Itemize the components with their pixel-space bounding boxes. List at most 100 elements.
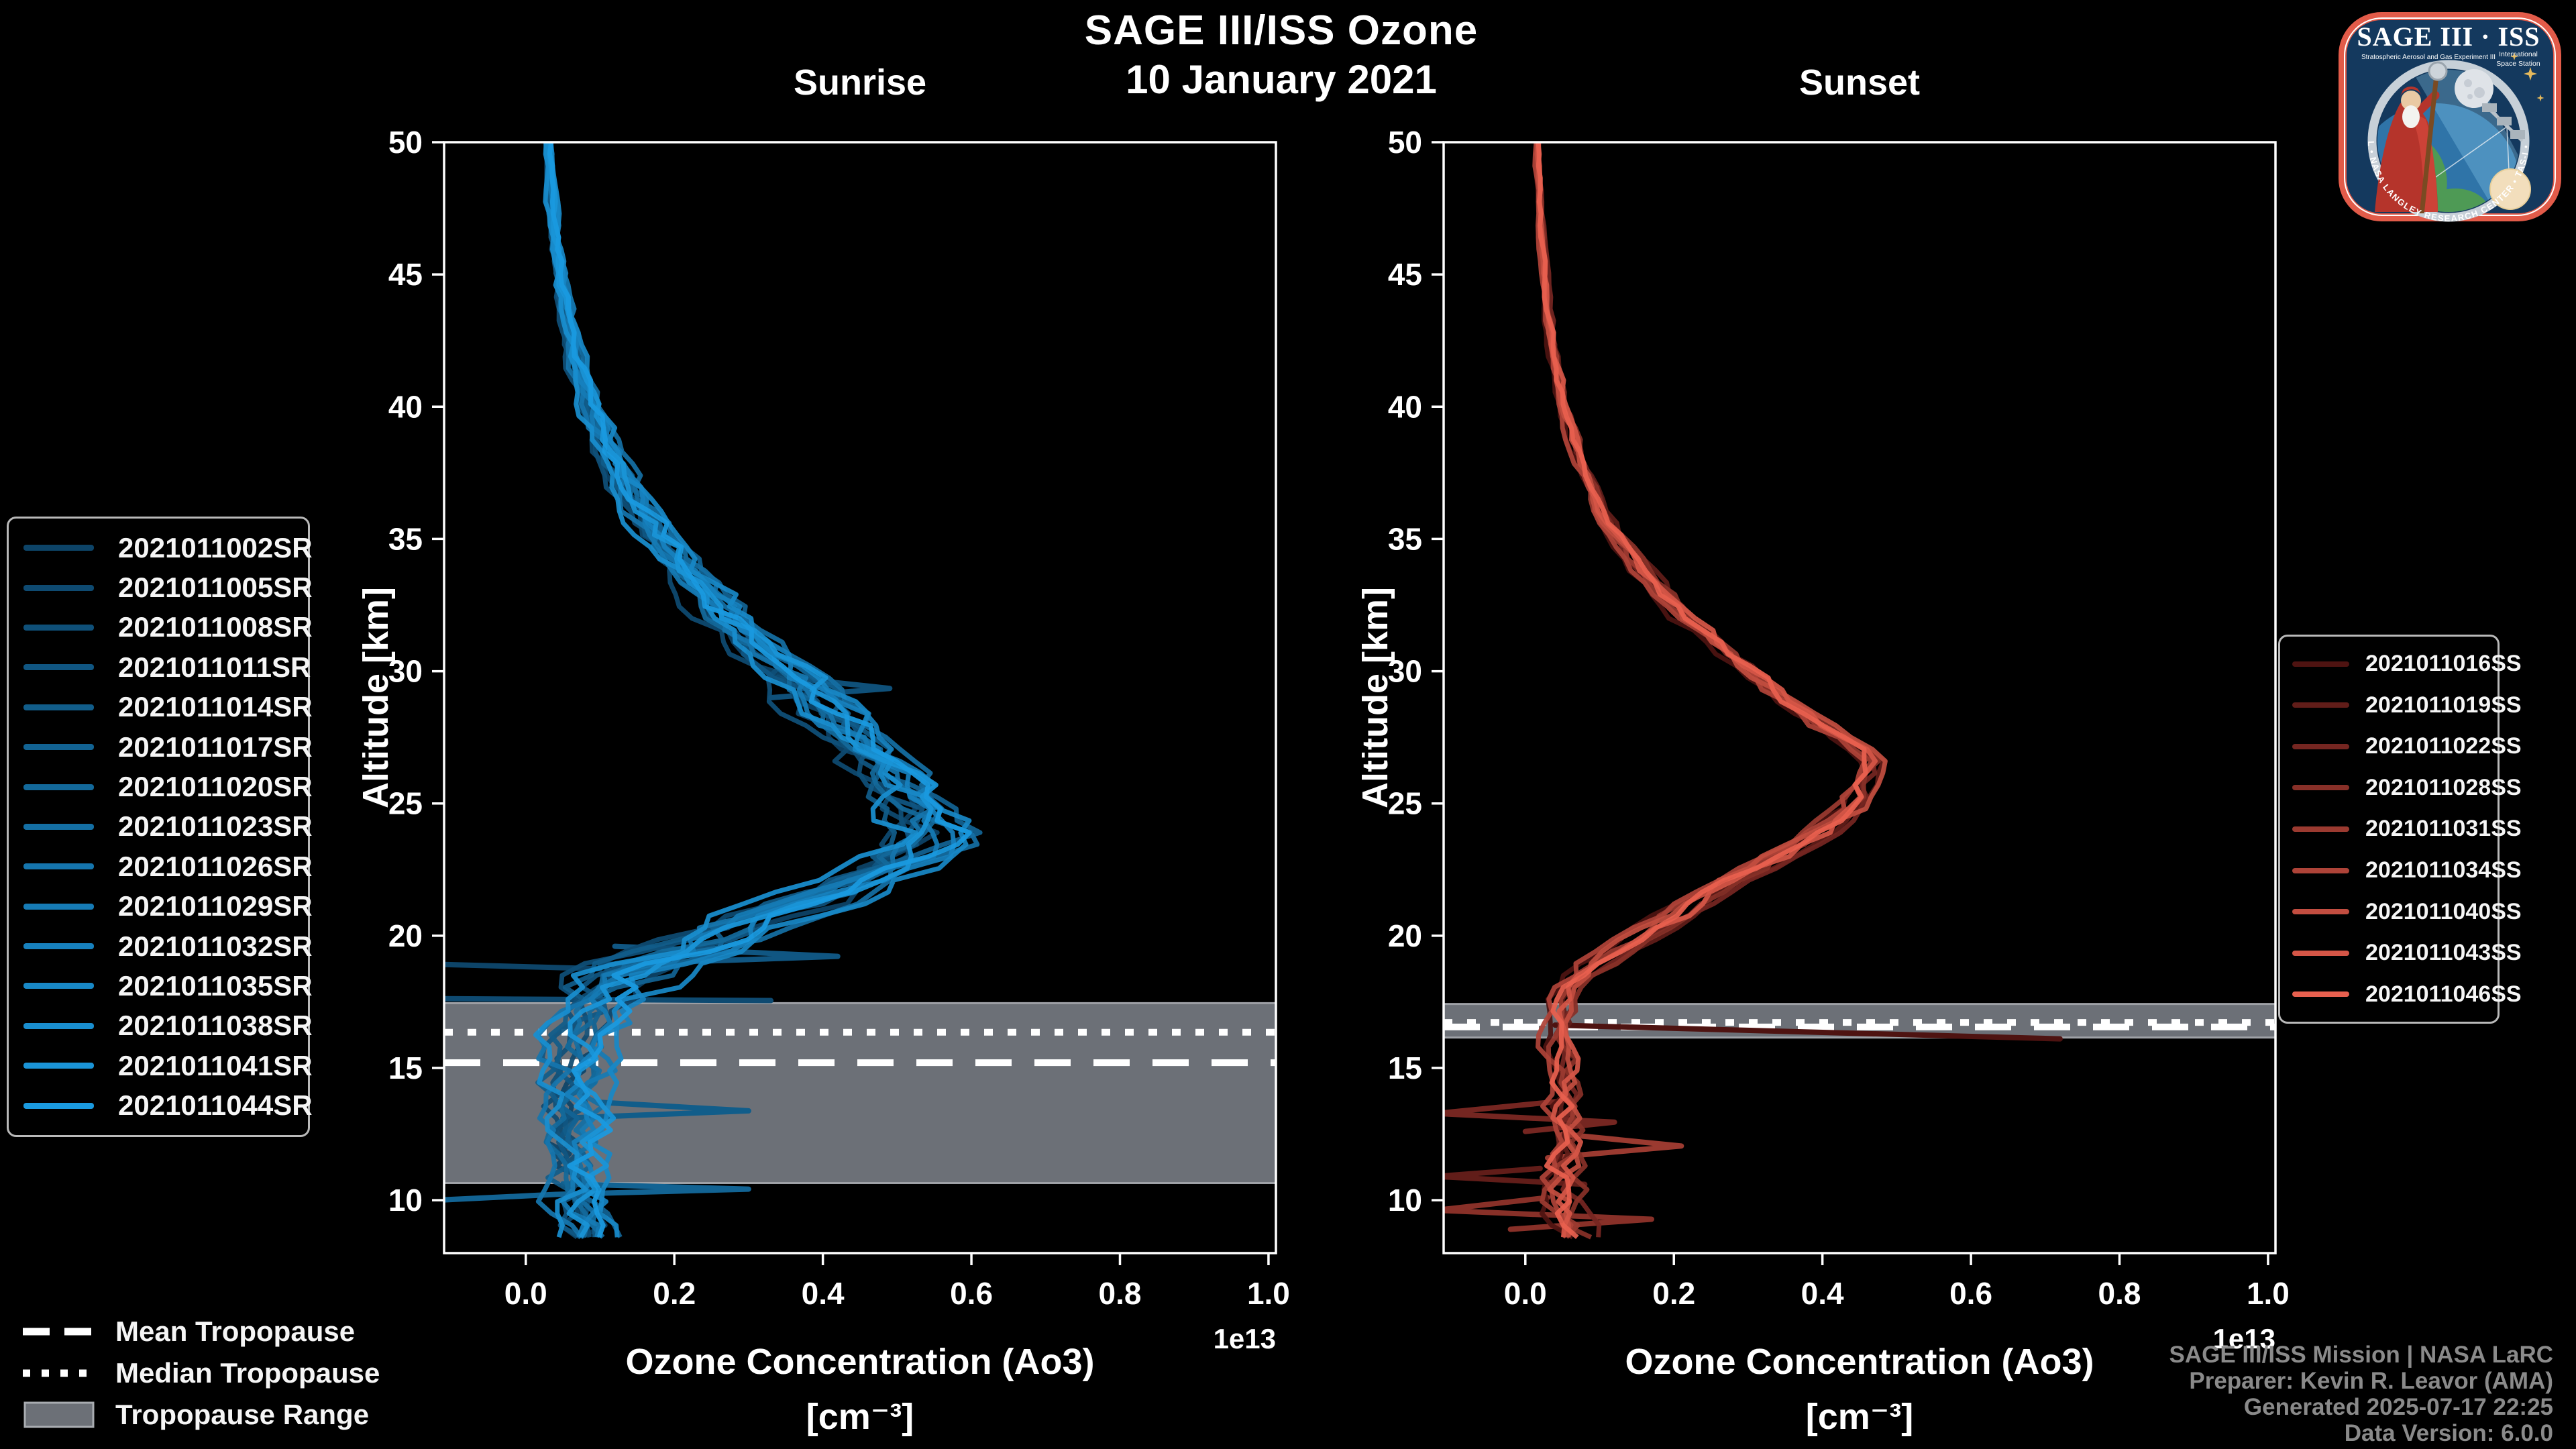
median-tropopause-swatch — [23, 1369, 98, 1377]
legend-item: 2021011022SS — [2280, 733, 2522, 759]
x-axis-units-label: [cm⁻³] — [1806, 1397, 1914, 1437]
legend-label: 2021011034SS — [2365, 857, 2522, 883]
legend-item: 2021011043SS — [2280, 940, 2522, 966]
legend-item: 2021011020SR — [9, 771, 313, 803]
legend-label: 2021011043SS — [2365, 940, 2522, 966]
y-tick-label: 10 — [388, 1183, 423, 1218]
legend-item: 2021011029SR — [9, 890, 313, 922]
footer-generated: Generated 2025-07-17 22:25 — [2243, 1394, 2553, 1420]
legend-line-swatch — [2292, 991, 2349, 998]
legend-line-swatch — [23, 983, 94, 989]
y-tick-label: 35 — [388, 521, 423, 556]
figure-date: 10 January 2021 — [1126, 57, 1437, 102]
legend-label: 2021011023SR — [118, 810, 313, 843]
legend-line-swatch — [23, 784, 94, 790]
sunset-plot: 0.0 0.2 0.4 0.6 0.8 1.0 10 15 20 25 30 35 40 45 50 1e13… — [1362, 127, 2290, 1437]
legend-item: 2021011002SR — [9, 532, 313, 564]
legend-item: 2021011035SR — [9, 970, 313, 1002]
x-tick-label: 0.2 — [653, 1276, 696, 1311]
legend-label: 2021011014SR — [118, 691, 313, 723]
legend-line-swatch — [23, 823, 94, 830]
y-tick-label: 40 — [388, 389, 423, 424]
legend-label: 2021011029SR — [118, 890, 313, 922]
y-tick-label: 15 — [388, 1051, 423, 1085]
legend-label: 2021011040SS — [2365, 898, 2522, 924]
profile-line-2021011031SS — [1535, 142, 1874, 1239]
legend-line-swatch — [2292, 909, 2349, 915]
y-tick-label: 30 — [388, 654, 423, 689]
legend-line-swatch — [23, 624, 94, 631]
legend-item: 2021011026SR — [9, 851, 313, 883]
legend-line-swatch — [2292, 950, 2349, 956]
sunset-legend: 2021011016SS 2021011019SS 2021011022SS 2021… — [2278, 635, 2522, 1024]
logo-title: SAGE III · ISS — [2357, 21, 2540, 52]
y-tick-label: 30 — [1388, 654, 1422, 689]
legend-line-swatch — [23, 704, 94, 710]
outlier-line — [1444, 1165, 1588, 1187]
y-tick-label: 15 — [1388, 1051, 1422, 1085]
profile-line-2021011043SS — [1536, 142, 1878, 1238]
y-tick-label: 20 — [388, 918, 423, 953]
legend-label: 2021011002SR — [118, 531, 313, 564]
legend-item: 2021011005SR — [9, 572, 313, 604]
legend-line-swatch — [2292, 702, 2349, 708]
legend-label: 2021011008SR — [118, 611, 313, 643]
outlier-line — [560, 1099, 751, 1121]
legend-label: 2021011011SR — [118, 651, 311, 683]
legend-line-swatch — [23, 664, 94, 671]
logo-iss — [2482, 103, 2525, 142]
legend-line-swatch — [2292, 867, 2349, 873]
plot-frame — [1442, 141, 2277, 1254]
legend-item: 2021011014SR — [9, 691, 313, 723]
y-tick-label: 50 — [388, 127, 423, 160]
legend-item: 2021011016SS — [2280, 651, 2522, 677]
legend-label: 2021011032SR — [118, 930, 313, 962]
x-tick-label: 1.0 — [1247, 1276, 1290, 1311]
x-axis-units-label: [cm⁻³] — [806, 1397, 914, 1437]
profile-line-2021011040SS — [1534, 142, 1888, 1238]
logo-moon — [2455, 69, 2493, 108]
tropopause-range-label: Tropopause Range — [115, 1399, 370, 1430]
tropopause-legend-item-range: Tropopause Range — [23, 1398, 380, 1432]
legend-label: 2021011026SR — [118, 850, 313, 882]
legend-label: 2021011022SS — [2365, 733, 2522, 759]
y-axis-label: Altitude [km] — [1362, 587, 1395, 808]
sunrise-legend: 2021011002SR 2021011005SR 2021011008SR 2021… — [7, 517, 313, 1137]
y-tick-label: 25 — [388, 786, 423, 821]
legend-item: 2021011041SR — [9, 1050, 313, 1082]
legend-label: 2021011035SR — [118, 969, 313, 1002]
y-tick-label: 45 — [388, 257, 423, 292]
profile-line-2021011035SR — [548, 142, 972, 1238]
x-tick-label: 0.8 — [1099, 1276, 1142, 1311]
outlier-line — [1545, 1131, 1684, 1161]
logo-sun — [2489, 168, 2531, 210]
x-tick-label: 0.6 — [1949, 1276, 1992, 1311]
tropopause-legend-item-mean: Mean Tropopause — [23, 1315, 380, 1348]
figure-title: SAGE III/ISS Ozone — [1084, 7, 1479, 54]
mission-logo: SAGE III · ISS Stratospheric Aerosol and… — [2336, 9, 2561, 223]
footer-data-version: Data Version: 6.0.0 — [2344, 1420, 2553, 1446]
x-tick-label: 0.8 — [2098, 1276, 2141, 1311]
x-tick-label: 0.0 — [504, 1276, 547, 1311]
logo-stars — [2510, 52, 2544, 102]
legend-line-swatch — [23, 744, 94, 751]
x-tick-label: 1.0 — [2247, 1276, 2290, 1311]
footer-credits: SAGE III/ISS Mission | NASA LaRC Prepare… — [2169, 1342, 2553, 1446]
x-tick-label: 0.2 — [1652, 1276, 1695, 1311]
profile-line-2021011028SS — [1534, 142, 1881, 1240]
legend-label: 2021011044SR — [118, 1089, 313, 1122]
profile-line-2021011034SS — [1532, 142, 1868, 1239]
plot-frame — [443, 141, 1277, 1254]
legend-label: 2021011028SS — [2365, 774, 2522, 800]
profile-line-2021011044SR — [547, 142, 972, 1238]
legend-item: 2021011046SS — [2280, 981, 2522, 1008]
legend-line-swatch — [23, 1102, 94, 1109]
profile-line-2021011038SR — [533, 142, 918, 1238]
legend-label: 2021011017SR — [118, 731, 313, 763]
legend-line-swatch — [23, 903, 94, 910]
legend-item: 2021011038SR — [9, 1010, 313, 1042]
mean-tropopause-label: Mean Tropopause — [115, 1316, 356, 1347]
legend-label: 2021011020SR — [118, 771, 313, 803]
logo-iss-line1: International — [2499, 50, 2538, 58]
profile-line-2021011026SR — [535, 142, 936, 1239]
